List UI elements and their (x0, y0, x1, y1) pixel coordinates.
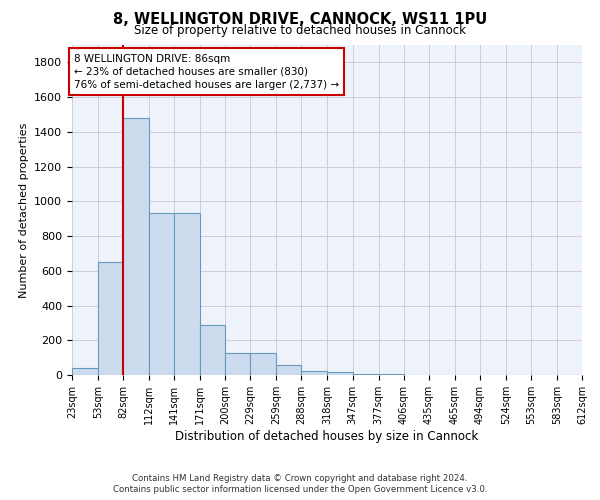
Bar (277, 364, 301, 375)
Bar (72, 368, 98, 375)
Text: Size of property relative to detached houses in Cannock: Size of property relative to detached ho… (134, 24, 466, 37)
Bar (379, 374, 404, 375)
Text: Contains HM Land Registry data © Crown copyright and database right 2024.
Contai: Contains HM Land Registry data © Crown c… (113, 474, 487, 494)
Y-axis label: Number of detached properties: Number of detached properties (19, 122, 29, 298)
Bar (98, 262, 123, 375)
Bar (250, 354, 277, 375)
Bar (149, 212, 174, 375)
Bar (174, 212, 200, 375)
Text: 8, WELLINGTON DRIVE, CANNOCK, WS11 1PU: 8, WELLINGTON DRIVE, CANNOCK, WS11 1PU (113, 12, 487, 28)
Bar (301, 370, 328, 375)
Text: 8 WELLINGTON DRIVE: 86sqm
← 23% of detached houses are smaller (830)
76% of semi: 8 WELLINGTON DRIVE: 86sqm ← 23% of detac… (74, 54, 339, 90)
Bar (353, 374, 379, 375)
Bar (200, 324, 225, 375)
Bar (123, 118, 149, 375)
X-axis label: Distribution of detached houses by size in Cannock: Distribution of detached houses by size … (175, 430, 479, 442)
Bar (328, 372, 353, 375)
Bar (225, 354, 250, 375)
